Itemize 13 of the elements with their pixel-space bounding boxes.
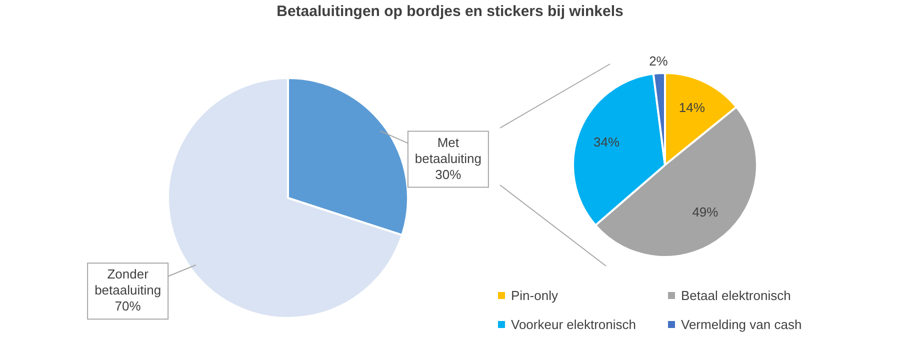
legend-label: Voorkeur elektronisch [511,317,636,332]
data-label: 70% [114,298,142,314]
data-label: 49% [692,204,719,220]
legend-label: Pin-only [511,288,558,303]
data-label: 30% [435,166,462,182]
legend-label: Vermelding van cash [681,317,802,332]
legend-label: Betaal elektronisch [681,288,791,303]
data-label: 14% [678,100,706,116]
slice-label: Zonder betaaluiting [94,266,162,298]
slice-label: Met betaaluiting [414,134,482,166]
data-label: 2% [649,54,668,69]
chart-title: Betaaluitingen op bordjes en stickers bij winkels [276,3,624,20]
data-label: 34% [594,134,620,150]
